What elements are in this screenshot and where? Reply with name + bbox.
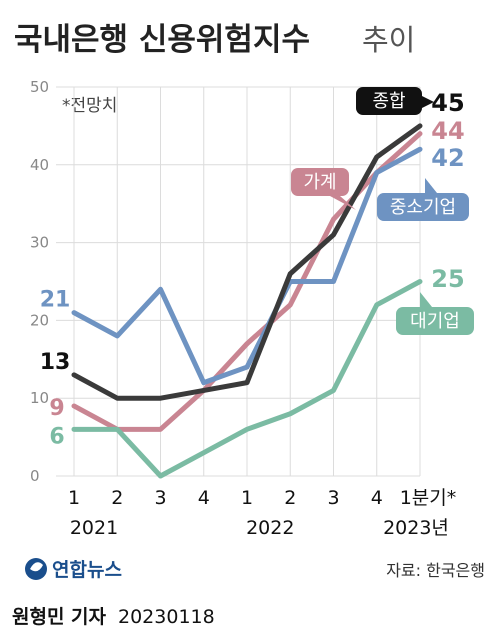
- watermark-icon: [317, 595, 343, 621]
- x-tick-label: 3: [154, 487, 166, 509]
- callout-label-중소기업: 중소기업: [390, 197, 456, 218]
- series-line-대기업: [71, 279, 423, 479]
- y-axis-ticks: 0 10 20 30 40 50: [30, 78, 49, 485]
- x-tick-label: 1: [68, 487, 80, 509]
- y-tick-label: 10: [30, 389, 49, 407]
- end-value-대기업: 25: [431, 265, 464, 293]
- x-tick-label: 2: [111, 487, 123, 509]
- x-tick-label: 4: [371, 487, 383, 509]
- end-value-가계: 44: [431, 117, 464, 145]
- callout-종합: 종합: [356, 87, 434, 115]
- callout-tail-가계: [330, 196, 356, 210]
- series-line-가계: [71, 131, 423, 432]
- y-tick-label: 20: [30, 311, 49, 329]
- year-labels: 2021 2022 2023년: [70, 517, 449, 539]
- series-lines: [71, 123, 423, 479]
- watermark-text: YONHAP NEWS: [344, 600, 471, 618]
- callout-label-종합: 종합: [372, 91, 405, 112]
- watermark: YONHAP NEWS: [317, 595, 471, 621]
- callout-tail-대기업: [420, 292, 432, 307]
- callout-box-중소기업: [377, 193, 469, 221]
- year-label: 2021: [70, 517, 118, 539]
- x-tick-label: 3: [327, 487, 339, 509]
- callout-tail-종합: [422, 96, 434, 108]
- end-value-중소기업: 42: [431, 144, 464, 172]
- brand-name: 연합뉴스: [52, 559, 122, 581]
- start-value-가계: 9: [49, 396, 64, 421]
- yonhap-logo: 연합뉴스: [25, 558, 122, 581]
- callout-box-종합: [356, 87, 422, 115]
- callout-box-대기업: [396, 307, 474, 335]
- y-tick-label: 50: [30, 78, 49, 96]
- start-value-종합: 13: [40, 350, 71, 375]
- publish-date: 20230118: [118, 606, 215, 628]
- x-tick-label: 4: [198, 487, 210, 509]
- forecast-note: *전망치: [62, 96, 117, 116]
- callout-중소기업: 중소기업: [377, 178, 469, 221]
- series-line-종합: [71, 123, 423, 401]
- year-label: 2023년: [383, 517, 449, 539]
- start-value-labels: 9 21 6 13: [40, 288, 71, 450]
- callout-tail-중소기업: [425, 178, 437, 193]
- callout-label-가계: 가계: [303, 172, 336, 193]
- chart-title: 국내은행 신용위험지수: [14, 22, 310, 58]
- chart-title-suffix: 추이: [362, 23, 415, 57]
- gridlines: [56, 86, 421, 477]
- series-line-중소기업: [71, 146, 423, 386]
- source-label: 자료: 한국은행: [386, 561, 485, 580]
- callout-box-가계: [291, 168, 349, 196]
- x-tick-label: 1분기*: [400, 487, 457, 509]
- year-label: 2022: [246, 517, 294, 539]
- x-tick-label: 1: [241, 487, 253, 509]
- x-tick-label: 2: [284, 487, 296, 509]
- start-value-대기업: 6: [49, 424, 64, 449]
- byline: 원형민 기자: [12, 606, 107, 628]
- callout-대기업: 대기업: [396, 292, 474, 335]
- y-tick-label: 40: [30, 156, 49, 174]
- callout-가계: 가계: [291, 168, 356, 210]
- y-tick-label: 0: [30, 467, 40, 485]
- x-axis-ticks: 1 2 3 4 1 2 3 4 1분기*: [68, 487, 456, 509]
- y-tick-label: 30: [30, 234, 49, 252]
- callout-label-대기업: 대기업: [410, 311, 460, 332]
- end-value-종합: 45: [431, 89, 464, 117]
- start-value-중소기업: 21: [40, 288, 71, 313]
